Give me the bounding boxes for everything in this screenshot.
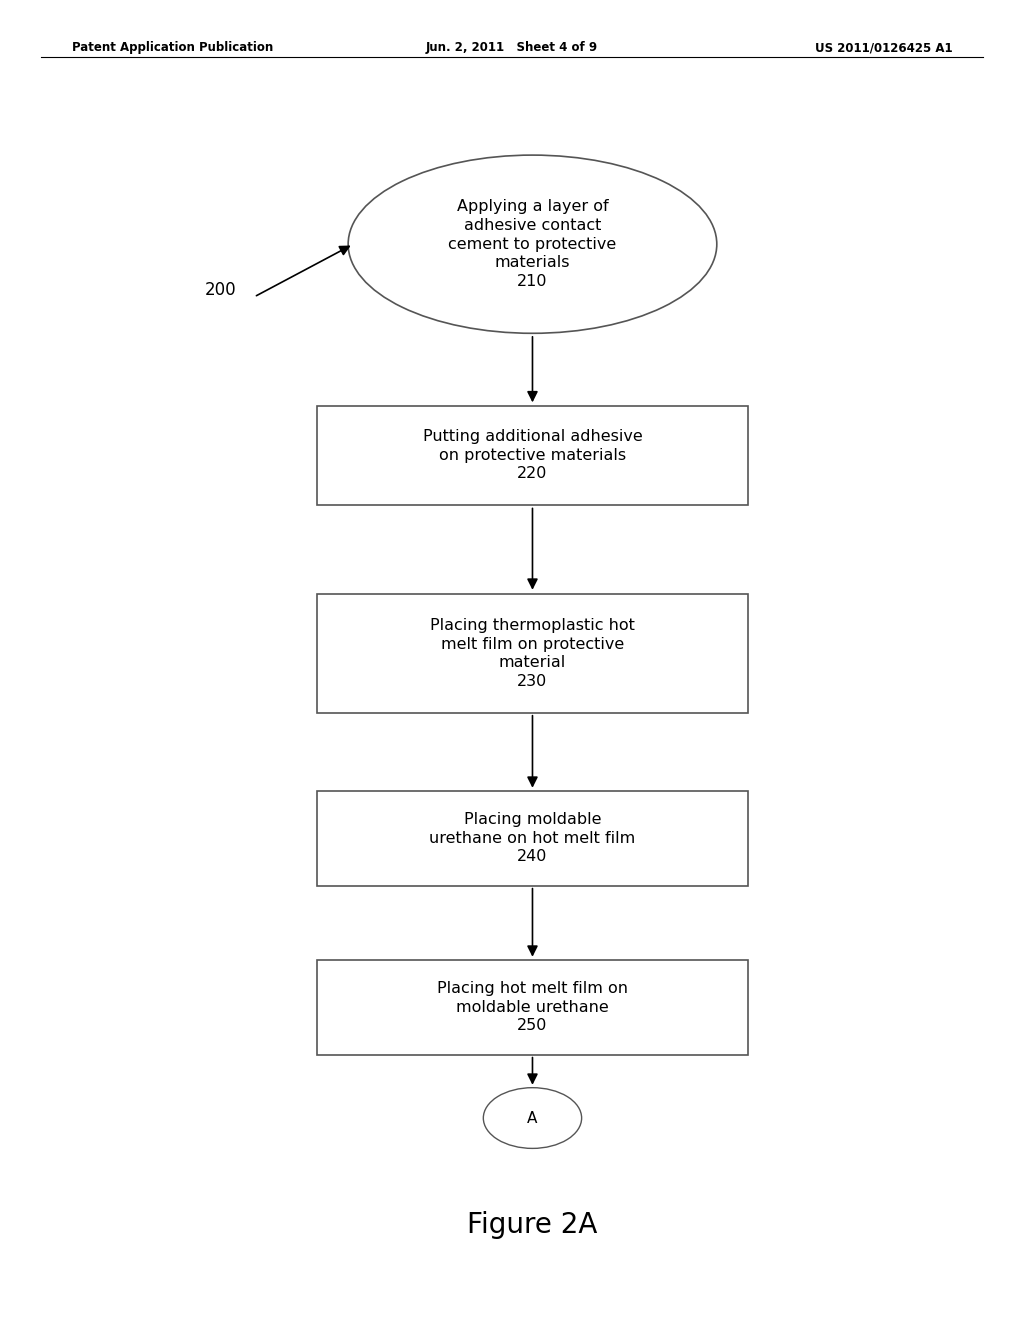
Text: 200: 200 xyxy=(205,281,236,300)
Text: A: A xyxy=(527,1110,538,1126)
Text: Jun. 2, 2011   Sheet 4 of 9: Jun. 2, 2011 Sheet 4 of 9 xyxy=(426,41,598,54)
Text: Applying a layer of
adhesive contact
cement to protective
materials
210: Applying a layer of adhesive contact cem… xyxy=(449,199,616,289)
Text: Patent Application Publication: Patent Application Publication xyxy=(72,41,273,54)
Text: Figure 2A: Figure 2A xyxy=(467,1210,598,1239)
Text: Placing thermoplastic hot
melt film on protective
material
230: Placing thermoplastic hot melt film on p… xyxy=(430,618,635,689)
Text: Placing hot melt film on
moldable urethane
250: Placing hot melt film on moldable uretha… xyxy=(437,981,628,1034)
Text: US 2011/0126425 A1: US 2011/0126425 A1 xyxy=(815,41,952,54)
Text: Placing moldable
urethane on hot melt film
240: Placing moldable urethane on hot melt fi… xyxy=(429,812,636,865)
Text: Putting additional adhesive
on protective materials
220: Putting additional adhesive on protectiv… xyxy=(423,429,642,482)
